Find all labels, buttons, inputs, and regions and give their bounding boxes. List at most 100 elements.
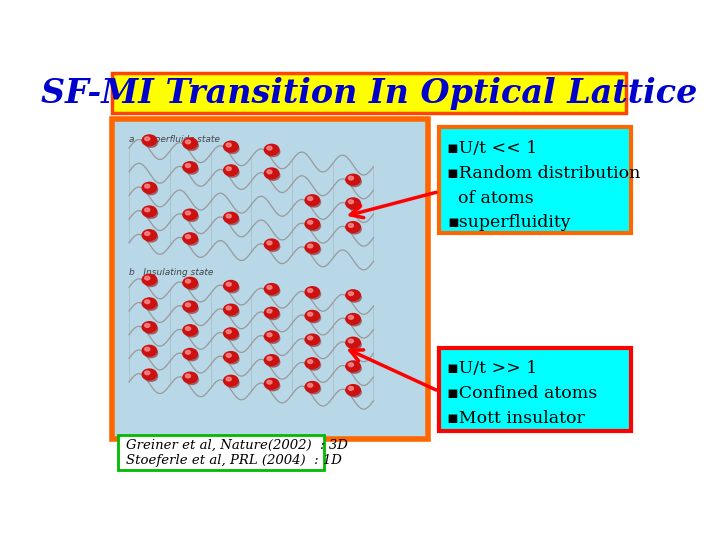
Circle shape	[267, 381, 280, 391]
Text: ▪Confined atoms: ▪Confined atoms	[447, 385, 598, 402]
Circle shape	[267, 309, 272, 313]
Text: Stoeferle et al, PRL (2004)  : 1D: Stoeferle et al, PRL (2004) : 1D	[126, 454, 342, 468]
Circle shape	[185, 212, 199, 221]
Circle shape	[264, 144, 279, 155]
Circle shape	[183, 233, 197, 244]
Circle shape	[267, 286, 272, 289]
Circle shape	[186, 303, 191, 307]
Circle shape	[348, 224, 361, 234]
Circle shape	[307, 197, 312, 200]
Circle shape	[185, 280, 199, 290]
Circle shape	[307, 220, 312, 224]
Circle shape	[226, 378, 239, 388]
FancyBboxPatch shape	[112, 119, 428, 439]
Circle shape	[346, 198, 360, 209]
Circle shape	[224, 141, 238, 152]
Circle shape	[307, 336, 312, 340]
Circle shape	[264, 331, 279, 342]
Circle shape	[226, 354, 239, 364]
Circle shape	[145, 276, 150, 280]
Circle shape	[267, 242, 280, 252]
Circle shape	[264, 284, 279, 294]
Circle shape	[145, 208, 150, 212]
Circle shape	[145, 208, 158, 218]
Circle shape	[307, 361, 320, 370]
Circle shape	[267, 310, 280, 320]
Circle shape	[145, 348, 158, 357]
Circle shape	[186, 350, 191, 354]
Circle shape	[226, 283, 239, 293]
Circle shape	[226, 330, 231, 334]
Circle shape	[142, 183, 157, 193]
Text: b   Insulating state: b Insulating state	[129, 268, 213, 277]
Circle shape	[348, 292, 354, 295]
Circle shape	[346, 338, 360, 348]
Circle shape	[307, 244, 312, 248]
Circle shape	[348, 363, 354, 367]
Circle shape	[142, 274, 157, 285]
Circle shape	[186, 327, 191, 330]
Circle shape	[226, 306, 231, 310]
Circle shape	[267, 334, 280, 343]
Circle shape	[305, 358, 320, 369]
Circle shape	[224, 212, 238, 223]
Circle shape	[346, 174, 360, 185]
Text: Greiner et al, Nature(2002)  : 3D: Greiner et al, Nature(2002) : 3D	[126, 439, 348, 452]
Circle shape	[267, 380, 272, 384]
Circle shape	[348, 177, 361, 187]
Circle shape	[226, 144, 239, 153]
Circle shape	[267, 333, 272, 337]
Circle shape	[348, 200, 361, 210]
Circle shape	[183, 162, 197, 173]
Circle shape	[348, 363, 361, 373]
Circle shape	[145, 323, 150, 327]
Circle shape	[224, 328, 238, 339]
Text: ▪Random distribution: ▪Random distribution	[447, 165, 641, 181]
Circle shape	[267, 356, 272, 360]
Circle shape	[185, 303, 199, 313]
Circle shape	[346, 290, 360, 301]
Circle shape	[226, 215, 239, 225]
Circle shape	[145, 232, 158, 242]
Circle shape	[305, 382, 320, 393]
Circle shape	[186, 235, 191, 239]
Circle shape	[145, 138, 158, 147]
Circle shape	[183, 301, 197, 312]
Circle shape	[142, 322, 157, 333]
Circle shape	[145, 371, 150, 375]
Circle shape	[183, 325, 197, 335]
Circle shape	[224, 375, 238, 386]
Circle shape	[264, 355, 279, 366]
Text: of atoms: of atoms	[447, 190, 534, 206]
Circle shape	[305, 219, 320, 230]
Circle shape	[226, 354, 231, 357]
Circle shape	[307, 289, 320, 299]
Circle shape	[267, 170, 272, 174]
Circle shape	[142, 230, 157, 241]
Circle shape	[226, 167, 239, 177]
Circle shape	[305, 195, 320, 206]
Circle shape	[267, 146, 272, 150]
Circle shape	[307, 360, 312, 363]
Circle shape	[145, 185, 158, 195]
Circle shape	[224, 352, 238, 362]
Circle shape	[348, 200, 354, 204]
Circle shape	[186, 164, 191, 167]
Circle shape	[186, 374, 191, 378]
Circle shape	[307, 383, 312, 387]
Circle shape	[346, 221, 360, 233]
Text: ▪superfluidity: ▪superfluidity	[447, 214, 571, 232]
Text: ▪U/t << 1: ▪U/t << 1	[447, 140, 537, 157]
Circle shape	[145, 347, 150, 351]
Text: SF-MI Transition In Optical Lattice: SF-MI Transition In Optical Lattice	[41, 77, 697, 110]
Circle shape	[305, 310, 320, 321]
Text: ▪U/t >> 1: ▪U/t >> 1	[447, 360, 537, 377]
Circle shape	[224, 165, 238, 176]
Circle shape	[348, 339, 354, 343]
Circle shape	[226, 167, 231, 171]
Circle shape	[185, 235, 199, 245]
Circle shape	[264, 168, 279, 179]
FancyBboxPatch shape	[438, 348, 631, 431]
Circle shape	[145, 300, 150, 303]
Circle shape	[185, 164, 199, 174]
